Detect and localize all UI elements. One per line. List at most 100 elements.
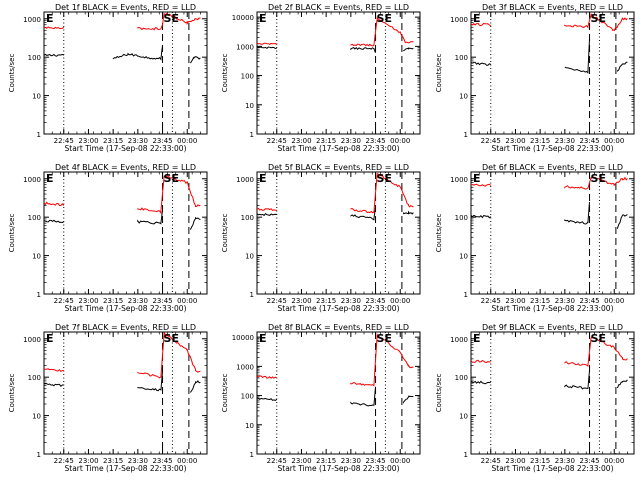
corner-label-se: SE [591, 332, 606, 345]
lld-series-line [44, 332, 201, 379]
x-tick-label: 00:00 [604, 137, 624, 145]
x-tick-label: 23:00 [505, 297, 525, 305]
x-tick-label: 23:45 [365, 457, 385, 465]
x-axis-label: Start Time (17-Sep-08 22:33:00) [492, 144, 614, 153]
corner-label-e: E [46, 12, 54, 25]
y-tick-label: 1000 [23, 336, 41, 344]
events-series-line [44, 371, 201, 393]
y-tick-label: 1000 [236, 176, 254, 184]
axes-frame [43, 331, 208, 455]
y-axis-label: Counts/sec [435, 214, 443, 253]
axes-frame [43, 171, 208, 295]
y-tick-label: 100 [455, 214, 468, 222]
corner-label-e: E [259, 172, 267, 185]
lld-series-line [257, 16, 414, 47]
x-tick-label: 23:00 [78, 457, 98, 465]
chart-title: Det 4f BLACK = Events, RED = LLD [55, 163, 196, 172]
y-axis-label: Counts/sec [221, 54, 229, 93]
y-tick-label: 10 [459, 253, 468, 261]
y-tick-label: 100 [241, 73, 254, 81]
x-tick-label: 00:00 [177, 297, 197, 305]
y-tick-label: 100 [455, 374, 468, 382]
lld-series-line [471, 336, 628, 367]
y-tick-label: 10 [32, 253, 41, 261]
y-axis-label: Counts/sec [221, 374, 229, 413]
x-tick-label: 23:15 [103, 297, 123, 305]
y-tick-label: 10000 [232, 334, 254, 342]
x-tick-label: 23:00 [291, 457, 311, 465]
x-tick-label: 23:00 [291, 297, 311, 305]
y-tick-label: 1000 [23, 176, 41, 184]
x-tick-label: 22:45 [54, 297, 74, 305]
y-tick-label: 100 [28, 54, 41, 62]
x-tick-label: 00:00 [177, 137, 197, 145]
axes-frame [470, 331, 635, 455]
x-tick-label: 22:45 [54, 457, 74, 465]
x-tick-label: 00:00 [390, 457, 410, 465]
x-tick-label: 23:15 [530, 137, 550, 145]
lld-series-line [471, 176, 628, 190]
axes-frame [256, 171, 421, 295]
x-tick-label: 22:45 [481, 457, 501, 465]
chart-panel: Det 8f BLACK = Events, RED = LLD 1 10 100 10… [221, 323, 421, 473]
chart-title: Det 7f BLACK = Events, RED = LLD [55, 323, 196, 332]
x-tick-label: 23:45 [579, 457, 599, 465]
x-tick-label: 00:00 [604, 457, 624, 465]
chart-panel: Det 3f BLACK = Events, RED = LLD 1 10 100 10… [435, 3, 635, 153]
x-tick-label: 23:30 [128, 137, 148, 145]
corner-label-se: SE [377, 12, 392, 25]
x-tick-label: 22:45 [267, 137, 287, 145]
y-tick-label: 1000 [236, 363, 254, 371]
x-tick-label: 00:00 [390, 297, 410, 305]
corner-label-e: E [46, 332, 54, 345]
corner-label-e: E [473, 332, 481, 345]
y-axis-label: Counts/sec [8, 54, 16, 93]
x-tick-label: 23:00 [291, 137, 311, 145]
lld-series-line [44, 175, 201, 215]
y-tick-label: 10 [245, 253, 254, 261]
x-tick-label: 23:45 [152, 457, 172, 465]
x-tick-label: 22:45 [267, 457, 287, 465]
y-tick-label: 1 [37, 451, 41, 459]
x-tick-label: 23:15 [316, 297, 336, 305]
x-tick-label: 00:00 [177, 457, 197, 465]
y-tick-label: 100 [455, 54, 468, 62]
y-tick-label: 1 [37, 291, 41, 299]
lld-series-line [257, 173, 414, 214]
x-tick-label: 23:15 [103, 457, 123, 465]
chart-panel: Det 5f BLACK = Events, RED = LLD 1 10 100 10… [221, 163, 421, 313]
chart-title: Det 1f BLACK = Events, RED = LLD [55, 3, 196, 12]
chart-title: Det 3f BLACK = Events, RED = LLD [482, 3, 623, 12]
corner-label-se: SE [377, 332, 392, 345]
y-tick-label: 10000 [232, 14, 254, 22]
x-tick-label: 22:45 [54, 137, 74, 145]
y-tick-label: 1000 [450, 16, 468, 24]
x-tick-label: 23:00 [505, 137, 525, 145]
y-tick-label: 1 [464, 291, 468, 299]
y-tick-label: 10 [32, 413, 41, 421]
x-tick-label: 23:15 [530, 297, 550, 305]
x-axis-label: Start Time (17-Sep-08 22:33:00) [278, 144, 400, 153]
x-tick-label: 23:45 [579, 297, 599, 305]
corner-label-se: SE [591, 172, 606, 185]
x-axis-label: Start Time (17-Sep-08 22:33:00) [492, 304, 614, 313]
chart-panel: Det 6f BLACK = Events, RED = LLD 1 10 100 10… [435, 163, 635, 313]
chart-title: Det 6f BLACK = Events, RED = LLD [482, 163, 623, 172]
axes-frame [470, 171, 635, 295]
y-tick-label: 100 [28, 374, 41, 382]
x-tick-label: 23:00 [505, 457, 525, 465]
axes-frame [43, 11, 208, 135]
corner-label-e: E [473, 12, 481, 25]
x-tick-label: 23:45 [152, 137, 172, 145]
y-tick-label: 1 [464, 131, 468, 139]
x-tick-label: 22:45 [481, 297, 501, 305]
x-tick-label: 23:45 [152, 297, 172, 305]
y-tick-label: 10 [245, 102, 254, 110]
events-series-line [257, 46, 414, 53]
events-series-line [44, 210, 201, 230]
y-tick-label: 100 [241, 214, 254, 222]
corner-label-e: E [473, 172, 481, 185]
chart-title: Det 5f BLACK = Events, RED = LLD [268, 163, 409, 172]
chart-panel: Det 1f BLACK = Events, RED = LLD 1 10 100 10… [8, 3, 208, 153]
y-tick-label: 1 [37, 131, 41, 139]
